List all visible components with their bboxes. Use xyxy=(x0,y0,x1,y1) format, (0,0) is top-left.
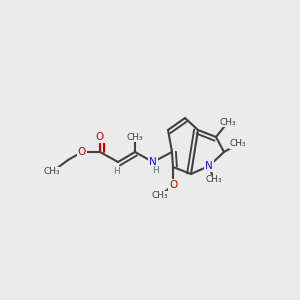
Text: O: O xyxy=(78,147,86,157)
Text: H: H xyxy=(152,167,158,176)
Text: O: O xyxy=(169,180,177,190)
Text: O: O xyxy=(96,132,104,142)
Text: H: H xyxy=(114,167,120,176)
Text: CH₃: CH₃ xyxy=(44,167,60,176)
Text: CH₃: CH₃ xyxy=(206,176,222,184)
Text: CH₃: CH₃ xyxy=(152,191,168,200)
Text: N: N xyxy=(149,157,157,167)
Text: CH₃: CH₃ xyxy=(230,140,246,148)
Text: CH₃: CH₃ xyxy=(127,133,143,142)
Text: N: N xyxy=(205,161,213,171)
Text: CH₃: CH₃ xyxy=(220,118,236,127)
